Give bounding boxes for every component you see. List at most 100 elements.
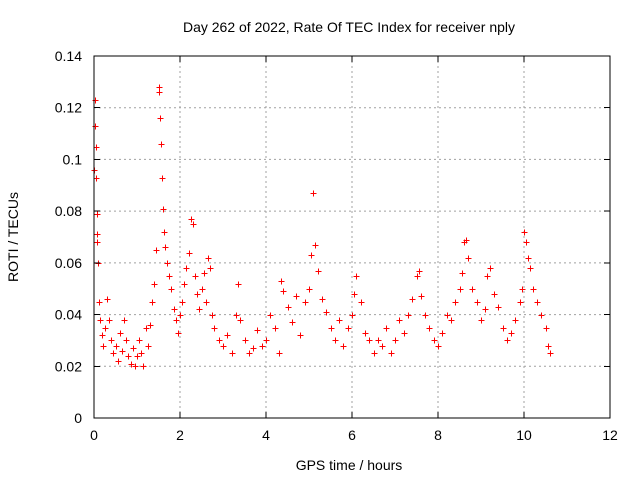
data-point: [95, 260, 102, 267]
data-point: [543, 325, 550, 332]
data-point: [289, 319, 296, 326]
data-point: [149, 299, 156, 306]
data-point: [175, 330, 182, 337]
y-axis-label: ROTI / TECUs: [5, 192, 21, 282]
data-point: [414, 273, 421, 280]
y-tick-label: 0.06: [55, 255, 82, 271]
data-point: [113, 343, 120, 350]
data-point: [267, 312, 274, 319]
data-point: [474, 299, 481, 306]
data-point: [463, 237, 470, 244]
data-point: [353, 273, 360, 280]
data-point: [224, 332, 231, 339]
data-point: [426, 325, 433, 332]
data-point: [92, 123, 99, 130]
data-point: [379, 343, 386, 350]
data-point: [108, 337, 115, 344]
data-point: [366, 337, 373, 344]
data-point: [345, 325, 352, 332]
y-tick-label: 0: [74, 410, 82, 426]
x-tick-label: 2: [176, 427, 184, 443]
grid-lines: [94, 56, 610, 418]
data-point: [371, 350, 378, 357]
data-point: [478, 317, 485, 324]
data-point: [128, 361, 135, 368]
data-point: [242, 337, 249, 344]
x-tick-label: 10: [516, 427, 532, 443]
data-point: [336, 317, 343, 324]
data-point: [100, 343, 107, 350]
data-point: [358, 299, 365, 306]
x-tick-labels: 0 2 4 6 8 10 12: [90, 427, 618, 443]
data-point: [439, 330, 446, 337]
data-point: [484, 273, 491, 280]
data-point: [500, 325, 507, 332]
data-point: [250, 345, 257, 352]
data-point: [246, 350, 253, 357]
data-point: [121, 317, 128, 324]
y-tick-label: 0.04: [55, 307, 82, 323]
data-point: [229, 350, 236, 357]
data-point: [190, 221, 197, 228]
data-point: [263, 337, 270, 344]
data-point: [482, 306, 489, 313]
data-point: [104, 296, 111, 303]
data-point: [162, 244, 169, 251]
data-point: [125, 353, 132, 360]
x-axis-label: GPS time / hours: [296, 457, 403, 473]
data-point: [409, 296, 416, 303]
data-point: [521, 229, 528, 236]
data-point: [153, 247, 160, 254]
data-point: [418, 293, 425, 300]
data-point: [201, 270, 208, 277]
data-point: [130, 345, 137, 352]
data-point: [308, 252, 315, 259]
data-point: [233, 312, 240, 319]
x-tick-label: 6: [348, 427, 356, 443]
data-point: [94, 239, 101, 246]
data-point: [132, 363, 139, 370]
data-point: [416, 268, 423, 275]
data-point: [94, 231, 101, 238]
data-point: [332, 337, 339, 344]
data-point: [168, 286, 175, 293]
data-point: [158, 141, 165, 148]
data-point: [285, 304, 292, 311]
data-point: [205, 255, 212, 262]
data-point: [278, 278, 285, 285]
data-point: [179, 299, 186, 306]
y-tick-label: 0.12: [55, 100, 82, 116]
data-point: [183, 265, 190, 272]
data-point: [517, 299, 524, 306]
data-point: [138, 350, 145, 357]
data-point: [97, 317, 104, 324]
data-point: [495, 304, 502, 311]
data-point: [110, 350, 117, 357]
data-point: [538, 312, 545, 319]
tick-marks: [93, 55, 611, 419]
data-point: [547, 350, 554, 357]
data-point: [102, 325, 109, 332]
y-tick-label: 0.1: [63, 151, 83, 167]
data-point: [259, 343, 266, 350]
data-point: [392, 337, 399, 344]
data-point: [396, 317, 403, 324]
data-point: [164, 260, 171, 267]
data-point: [209, 312, 216, 319]
data-point: [431, 337, 438, 344]
data-point: [491, 291, 498, 298]
data-point: [166, 273, 173, 280]
data-point: [216, 337, 223, 344]
data-points: [91, 84, 554, 370]
data-point: [323, 309, 330, 316]
data-point: [319, 296, 326, 303]
data-point: [452, 299, 459, 306]
data-point: [444, 312, 451, 319]
x-tick-label: 4: [262, 427, 270, 443]
data-point: [545, 343, 552, 350]
data-point: [293, 293, 300, 300]
data-point: [523, 239, 530, 246]
data-point: [96, 299, 103, 306]
data-point: [487, 265, 494, 272]
